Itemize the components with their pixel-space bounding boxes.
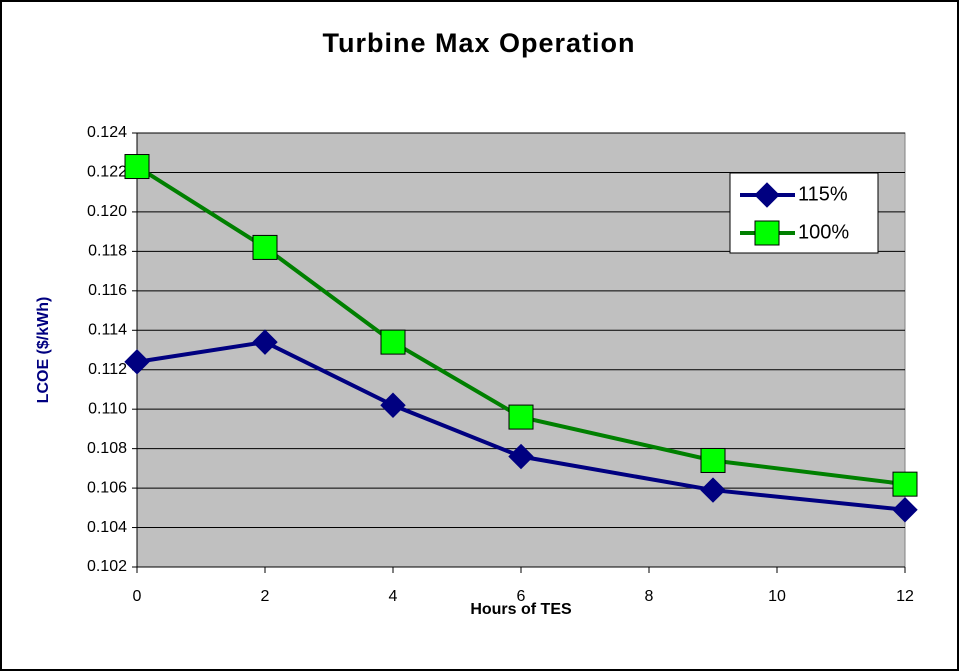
y-tick-label: 0.116 [88,282,127,299]
legend-marker [754,220,780,246]
x-tick-label: 2 [261,588,270,605]
legend-label: 100% [798,221,849,243]
marker [380,392,406,418]
series-line [136,340,906,512]
marker [252,234,278,260]
y-tick-label: 0.102 [87,558,127,575]
legend-label: 115% [798,183,848,205]
y-tick-label: 0.124 [87,124,127,141]
x-tick-label: 0 [133,588,142,605]
marker [124,154,150,180]
y-tick-label: 0.106 [87,479,127,496]
marker [700,447,726,473]
x-tick-label: 8 [645,588,654,605]
marker [508,443,534,470]
y-tick-label: 0.114 [88,321,127,338]
series-line [135,164,906,487]
marker [700,477,726,503]
y-tick-label: 0.118 [88,243,127,260]
legend-marker [754,182,780,208]
y-tick-label: 0.104 [87,519,127,536]
chart-title: Turbine Max Operation [322,28,635,58]
y-tick-label: 0.110 [88,400,127,417]
y-tick-label: 0.122 [87,164,127,181]
marker [892,471,918,497]
marker [380,329,406,355]
marker [508,404,534,430]
x-tick-label: 4 [389,588,398,605]
y-tick-label: 0.120 [87,203,127,220]
y-tick-label: 0.108 [87,440,127,457]
x-axis-label: Hours of TES [470,601,572,618]
y-axis-label: LCOE ($/kWh) [35,297,52,404]
x-tick-label: 12 [896,588,914,605]
x-tick-label: 10 [768,588,786,605]
y-tick-label: 0.112 [88,361,127,378]
marker [252,329,278,355]
marker [892,497,918,523]
marker [124,349,150,375]
x-tick-label: 6 [517,588,526,605]
